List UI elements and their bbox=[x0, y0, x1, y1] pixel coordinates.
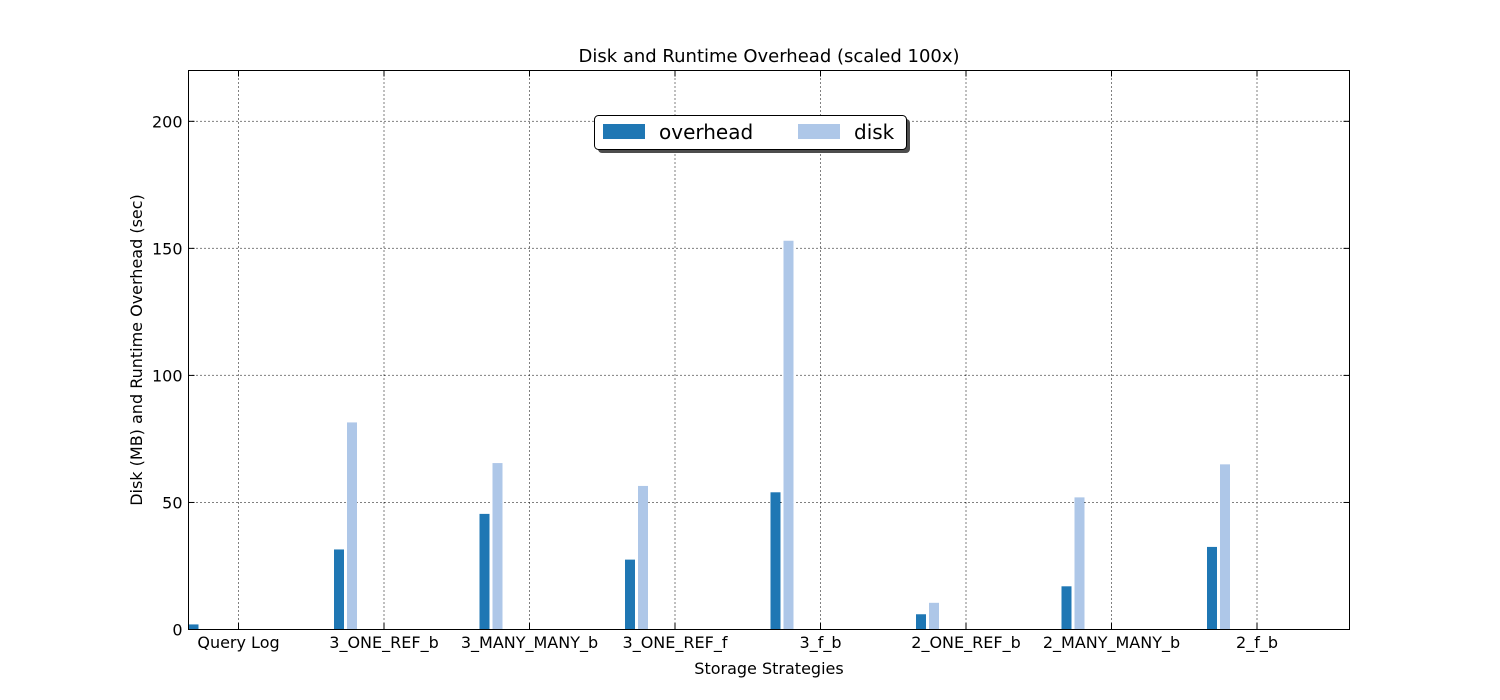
legend-label-disk: disk bbox=[854, 120, 895, 144]
y-tick-label: 200 bbox=[152, 112, 183, 131]
grid-lines bbox=[188, 70, 1350, 630]
y-axis-label: Disk (MB) and Runtime Overhead (sec) bbox=[127, 194, 146, 506]
bars bbox=[188, 240, 1230, 630]
x-axis-label: Storage Strategies bbox=[694, 659, 843, 678]
bar-disk bbox=[492, 463, 503, 630]
bar-overhead bbox=[916, 614, 926, 630]
bar-disk bbox=[638, 485, 648, 630]
x-tick-label: 3_ONE_REF_f bbox=[623, 633, 728, 653]
bar-disk bbox=[1220, 464, 1230, 630]
bar-overhead bbox=[625, 559, 635, 630]
plot-area-frame bbox=[188, 70, 1350, 630]
x-tick-label: Query Log bbox=[197, 633, 279, 652]
y-tick-label: 50 bbox=[162, 493, 182, 512]
legend-swatch-overhead bbox=[603, 124, 645, 139]
legend-label-overhead: overhead bbox=[659, 120, 753, 144]
y-tick-label: 0 bbox=[172, 621, 182, 640]
bar-overhead bbox=[188, 624, 199, 630]
bar-overhead bbox=[1207, 546, 1217, 630]
bar-overhead bbox=[479, 513, 490, 630]
bar-disk bbox=[929, 602, 939, 630]
bar-disk bbox=[347, 422, 357, 630]
x-tick-label: 2_MANY_MANY_b bbox=[1043, 633, 1180, 653]
x-tick-label: 3_MANY_MANY_b bbox=[461, 633, 598, 653]
y-tick-label: 100 bbox=[152, 366, 183, 385]
x-tick-label: 3_f_b bbox=[800, 633, 842, 653]
legend-swatch-disk bbox=[798, 124, 840, 139]
x-tick-label: 2_ONE_REF_b bbox=[911, 633, 1020, 653]
x-tick-label: 2_f_b bbox=[1236, 633, 1278, 653]
bar-disk bbox=[783, 240, 794, 630]
y-tick-label: 150 bbox=[152, 239, 183, 258]
axis-ticks: 0 50 100 150 200 Query Log 3_ONE_REF_b 3_MANY_M… bbox=[152, 70, 1350, 653]
legend: overhead disk bbox=[594, 115, 910, 153]
bar-overhead bbox=[770, 492, 781, 630]
bar-overhead bbox=[334, 549, 344, 630]
x-tick-label: 3_ONE_REF_b bbox=[329, 633, 438, 653]
chart-title: Disk and Runtime Overhead (scaled 100x) bbox=[578, 46, 959, 67]
bar-overhead bbox=[1061, 586, 1072, 630]
bar-disk bbox=[1074, 497, 1085, 630]
